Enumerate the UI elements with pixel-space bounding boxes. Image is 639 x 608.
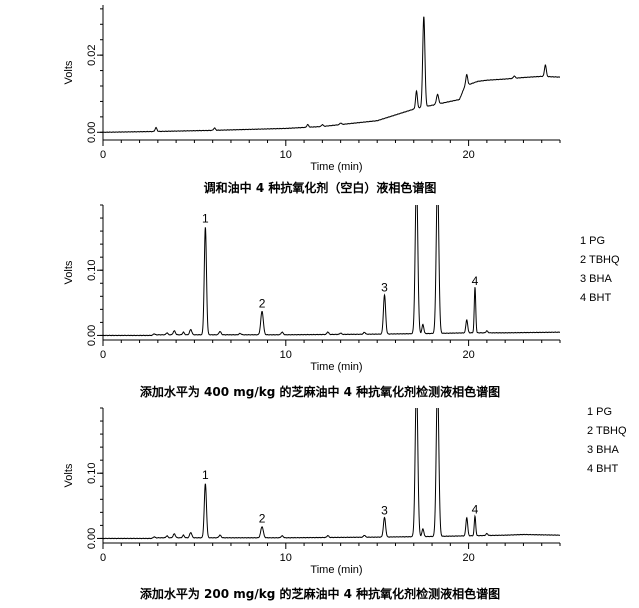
x-tick-label: 20 [462,349,474,361]
x-axis-label: Time (min) [310,361,362,373]
legend-entry: 4 BHT [587,463,618,475]
x-axis-label: Time (min) [310,161,362,173]
legend: 1 PG 2 TBHQ 3 BHA 4 BHT [580,235,620,304]
chromatogram-traces [103,408,560,540]
y-axis-label: Volts [63,60,75,84]
peak-label: 4 [472,274,479,288]
legend-entry: 3 BHA [580,273,612,285]
y-tick-label: 0.10 [86,260,98,281]
chart-panel-1: 0.00 0.02 0 10 20 Time (min) Volts 调和油中 4 种抗氧化剂… [63,5,561,195]
x-tick-label: 20 [462,552,474,564]
chart-caption: 添加水平为 200 mg/kg 的芝麻油中 4 种抗氧化剂检测液相色谱图 [140,586,500,601]
chart-panel-2: 0.00 0.10 0 10 20 Time (min) Volts 1 2 3 4 1 PG 2 TB… [63,204,620,399]
y-tick-label: 0.00 [86,325,98,346]
legend-entry: 2 TBHQ [580,254,620,266]
peak-label: 3 [381,281,388,295]
legend-entry: 2 TBHQ [587,425,627,437]
peak-label: 1 [202,212,209,226]
peak-label: 2 [259,296,266,310]
x-tick-label: 10 [280,349,292,361]
chart-caption: 调和油中 4 种抗氧化剂（空白）液相色谱图 [204,180,437,195]
chromatogram-trace [103,205,560,337]
y-tick-label: 0.10 [86,463,98,484]
peak-label: 3 [381,503,388,517]
x-tick-label: 10 [280,149,292,161]
x-tick-label: 20 [462,149,474,161]
chromatogram-trace [103,408,560,540]
axes: 0.00 0.10 0 10 20 Time (min) Volts [63,204,561,373]
x-axis-label: Time (min) [310,564,362,576]
legend-entry: 4 BHT [580,292,611,304]
peak-label: 4 [472,503,479,517]
y-tick-label: 0.00 [86,122,98,143]
legend: 1 PG 2 TBHQ 3 BHA 4 BHT [587,406,627,475]
chart-caption: 添加水平为 400 mg/kg 的芝麻油中 4 种抗氧化剂检测液相色谱图 [140,384,500,399]
chart-panel-3: 0.00 0.10 0 10 20 Time (min) Volts 1 2 3 4 1 PG 2 TB… [63,406,627,601]
peak-label: 1 [202,468,209,482]
y-tick-label: 0.02 [86,44,98,65]
y-axis-label: Volts [63,260,75,284]
x-tick-label: 10 [280,552,292,564]
chromatogram-traces [103,16,560,134]
legend-entry: 3 BHA [587,444,619,456]
legend-entry: 1 PG [580,235,605,247]
axes: 0.00 0.02 0 10 20 Time (min) Volts [63,5,561,173]
x-tick-label: 0 [100,552,106,564]
peak-label: 2 [259,512,266,526]
x-tick-label: 0 [100,149,106,161]
axes: 0.00 0.10 0 10 20 Time (min) Volts [63,407,561,576]
y-axis-label: Volts [63,463,75,487]
chromatogram-trace [103,16,560,134]
legend-entry: 1 PG [587,406,612,418]
y-tick-label: 0.00 [86,528,98,549]
x-tick-label: 0 [100,349,106,361]
chromatogram-traces [103,205,560,337]
